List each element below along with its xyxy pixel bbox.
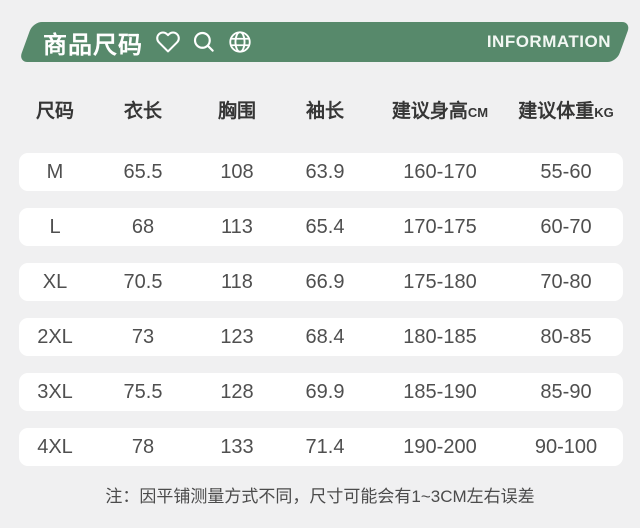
cell-weight: 60-70 (540, 215, 592, 238)
cell-size: 2XL (37, 325, 73, 348)
cell-length: 65.5 (123, 160, 163, 183)
cell-weight: 90-100 (534, 435, 598, 458)
cell-size: 4XL (37, 435, 73, 458)
header-bar: 商品尺码 (18, 22, 632, 62)
cell-sleeve: 66.9 (305, 270, 345, 293)
cell-size: 3XL (37, 380, 73, 403)
table-row: L 68 113 65.4 170-175 60-70 (19, 208, 623, 246)
search-icon (191, 29, 217, 55)
information-badge: INFORMATION (486, 32, 611, 51)
header-unit: CM (467, 104, 489, 120)
header-label: 胸围 (217, 100, 256, 122)
cell-sleeve: 63.9 (305, 160, 345, 183)
table-header-row: 尺码 衣长 胸围 袖长 建议身高CM 建议体重KG (19, 94, 623, 124)
header-label: 建议体重 (518, 100, 595, 122)
cell-sleeve: 68.4 (305, 325, 345, 348)
header-cell: 建议身高CM (371, 96, 509, 123)
header-cell: 胸围 (195, 96, 279, 123)
table-row: 3XL 75.5 128 69.9 185-190 85-90 (19, 373, 623, 411)
cell-chest: 133 (220, 435, 254, 458)
page-title: 商品尺码 (43, 31, 143, 59)
cell-length: 73 (131, 325, 155, 348)
cell-chest: 123 (220, 325, 254, 348)
cell-chest: 108 (220, 160, 254, 183)
cell-length: 75.5 (123, 380, 163, 403)
cell-length: 70.5 (123, 270, 163, 293)
cell-weight: 55-60 (540, 160, 592, 183)
cell-height: 170-175 (403, 215, 477, 238)
table-row: 4XL 78 133 71.4 190-200 90-100 (19, 428, 623, 466)
globe-icon (227, 29, 253, 55)
cell-sleeve: 69.9 (305, 380, 345, 403)
header-unit: KG (594, 104, 614, 120)
cell-chest: 113 (221, 215, 253, 238)
cell-sleeve: 71.4 (305, 435, 345, 458)
header-label: 衣长 (123, 100, 162, 122)
cell-chest: 118 (221, 270, 253, 293)
cell-size: XL (42, 270, 68, 293)
cell-height: 160-170 (403, 160, 477, 183)
cell-weight: 80-85 (540, 325, 592, 348)
table-row: M 65.5 108 63.9 160-170 55-60 (19, 153, 623, 191)
note-text: 注：因平铺测量方式不同，尺寸可能会有1~3CM左右误差 (105, 487, 535, 506)
header-label: 袖长 (305, 100, 344, 122)
cell-size: L (49, 215, 61, 238)
header-cell: 袖长 (279, 96, 371, 123)
cell-sleeve: 65.4 (305, 215, 345, 238)
cell-chest: 128 (220, 380, 254, 403)
cell-height: 185-190 (403, 380, 477, 403)
header-cell: 建议体重KG (509, 96, 623, 123)
table-row: 2XL 73 123 68.4 180-185 80-85 (19, 318, 623, 356)
table-row: XL 70.5 118 66.9 175-180 70-80 (19, 263, 623, 301)
header-icons (155, 29, 253, 55)
cell-weight: 85-90 (540, 380, 592, 403)
size-table-body: M 65.5 108 63.9 160-170 55-60 L 68 113 65.4 170-17… (19, 153, 623, 483)
header-cell: 衣长 (91, 96, 195, 123)
cell-height: 180-185 (403, 325, 477, 348)
cell-size: M (46, 160, 64, 183)
cell-length: 78 (131, 435, 155, 458)
heart-icon (155, 29, 181, 55)
cell-length: 68 (131, 215, 155, 238)
header-label: 建议身高 (391, 100, 468, 122)
cell-height: 175-180 (403, 270, 477, 293)
header-bar-content: 商品尺码 (33, 22, 631, 62)
cell-height: 190-200 (403, 435, 477, 458)
header-label: 尺码 (35, 100, 74, 122)
header-cell: 尺码 (19, 96, 91, 123)
cell-weight: 70-80 (540, 270, 592, 293)
